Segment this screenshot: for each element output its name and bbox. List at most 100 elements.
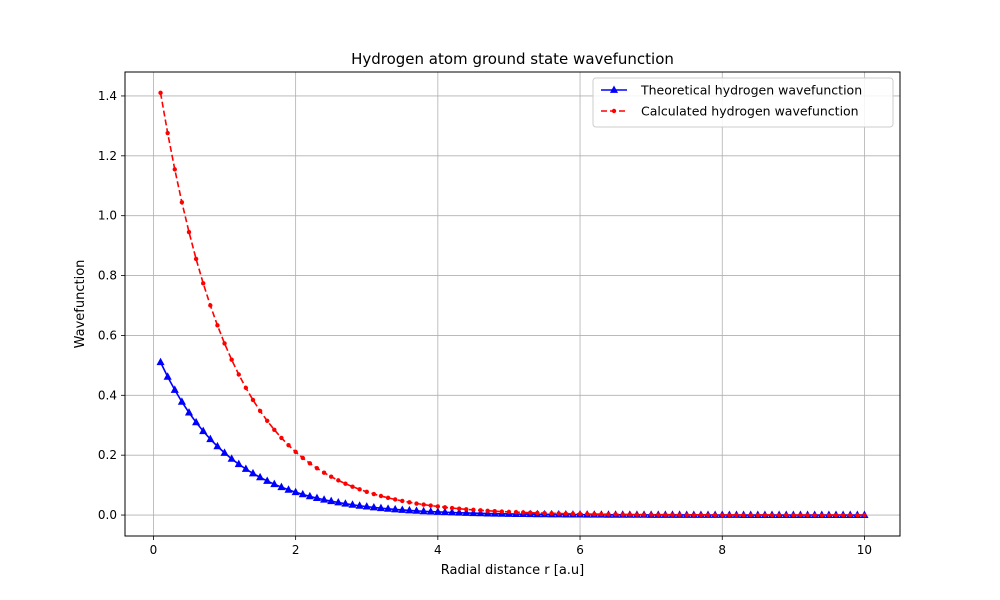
x-tick-label: 2 (292, 543, 300, 557)
legend: Theoretical hydrogen wavefunction Calcula… (592, 77, 894, 128)
data-point (215, 323, 220, 328)
data-point (448, 508, 457, 516)
y-tick-label: 1.2 (98, 149, 117, 163)
data-point (620, 512, 625, 517)
data-point (405, 505, 414, 514)
data-point (192, 417, 201, 426)
data-point (286, 443, 291, 448)
data-point (734, 512, 739, 518)
data-point (199, 426, 208, 435)
data-point (236, 372, 241, 377)
data-point (442, 505, 448, 510)
plot-area-frame (124, 71, 901, 537)
data-point (265, 418, 270, 424)
data-point (542, 510, 547, 516)
data-point (312, 493, 322, 502)
series-line (159, 92, 865, 516)
x-tick-label: 10 (857, 543, 872, 557)
data-point (348, 500, 357, 508)
legend-marker (609, 85, 619, 93)
data-point (419, 506, 428, 515)
data-point (343, 481, 348, 486)
data-point (826, 512, 832, 518)
data-point (421, 502, 426, 507)
data-point (691, 512, 697, 518)
data-point (398, 505, 407, 513)
data-point (784, 512, 789, 518)
data-point (229, 357, 234, 362)
data-point (298, 489, 307, 498)
data-point (520, 510, 526, 515)
data-point (384, 504, 393, 512)
tick-layer: 0 2 4 6 8 10 0.0 0.2 0.4 0.6 0.8 1.0 1.2 1.4 (98, 89, 872, 557)
data-point (163, 372, 172, 380)
data-point (812, 512, 817, 518)
data-point (599, 511, 604, 517)
data-point (485, 508, 490, 513)
data-point (201, 281, 206, 286)
x-tick-label: 0 (150, 543, 158, 557)
legend-box (592, 77, 894, 128)
data-point (213, 441, 222, 450)
data-point (833, 512, 839, 518)
data-point (234, 459, 243, 468)
y-axis-label: Wavefunction (73, 260, 88, 349)
data-point (256, 472, 265, 481)
data-point (357, 487, 362, 492)
data-point (378, 493, 384, 499)
data-point (476, 508, 485, 517)
data-point (177, 397, 186, 405)
data-point (727, 512, 732, 518)
data-point (279, 435, 284, 441)
data-point (819, 512, 824, 518)
data-point (848, 512, 853, 518)
data-point (364, 489, 369, 495)
data-point (327, 496, 336, 505)
data-point (805, 512, 810, 518)
data-point (456, 506, 462, 511)
data-point (412, 506, 421, 514)
data-point (471, 507, 476, 513)
data-point (284, 485, 293, 493)
data-point (755, 512, 760, 518)
legend-label: Theoretical hydrogen wavefunction (640, 83, 862, 98)
data-point (336, 478, 341, 483)
data-point (426, 507, 435, 515)
x-tick-label: 4 (434, 543, 442, 557)
y-tick-label: 1.0 (98, 209, 117, 223)
data-point (334, 498, 343, 506)
data-point (462, 508, 471, 516)
data-point (492, 509, 497, 514)
series-line (159, 361, 865, 516)
data-point (584, 511, 590, 517)
data-point (158, 90, 163, 96)
data-point (222, 341, 227, 346)
data-point (186, 229, 192, 235)
data-point (712, 512, 718, 518)
data-point (263, 476, 272, 484)
data-point (293, 449, 298, 455)
data-point (314, 466, 320, 471)
data-point (184, 408, 194, 416)
data-point (535, 510, 540, 516)
data-point (277, 482, 286, 491)
data-point (291, 487, 300, 496)
y-tick-label: 0.4 (98, 388, 117, 402)
data-point (376, 503, 386, 512)
y-tick-label: 1.4 (98, 89, 117, 103)
data-point (440, 507, 450, 516)
x-tick-label: 8 (718, 543, 726, 557)
data-point (563, 511, 569, 516)
data-point (464, 507, 469, 512)
data-point (362, 502, 371, 510)
data-point (720, 512, 725, 518)
legend-entry: Theoretical hydrogen wavefunction (601, 83, 862, 98)
data-point (506, 509, 512, 515)
data-point (684, 512, 689, 517)
data-point (206, 434, 215, 443)
data-point (613, 512, 618, 517)
data-point (355, 501, 364, 509)
data-point (791, 512, 796, 518)
data-point (433, 507, 442, 515)
